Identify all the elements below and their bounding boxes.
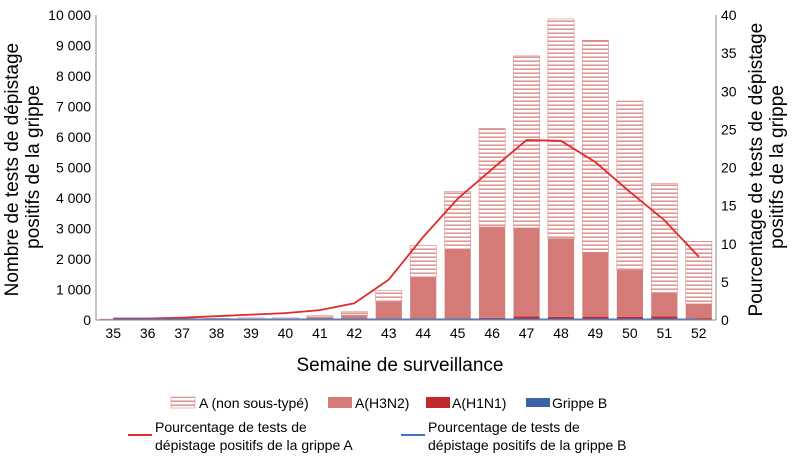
bar-a-h3n2-44 [410,277,437,320]
x-tick-label: 46 [484,325,500,341]
bar-a-h3n2-46 [479,226,506,318]
x-tick-label: 44 [415,325,431,341]
y-tick-label: 9 000 [56,38,91,54]
y2-tick-label: 15 [721,198,737,214]
y-tick-label: 2 000 [56,251,91,267]
legend-label-a-h3n2: A(H3N2) [355,395,409,411]
legend-swatch-a-non-sous-type [170,396,196,409]
bar-a-non-sous-typ-51 [650,183,678,293]
x-tick-label: 51 [657,325,673,341]
y2-tick-label: 25 [721,121,737,137]
y-tick-label: 6 000 [56,129,91,145]
bar-a-non-sous-typ-48 [547,18,575,239]
x-tick-label: 52 [691,325,707,341]
bar-a-h3n2-43 [375,302,402,320]
x-tick-label: 40 [278,325,294,341]
y2-axis-title-line1: Pourcentage de tests de dépistage [746,23,767,317]
bar-a-h3n2-42 [341,315,368,320]
y2-tick-label: 40 [721,7,737,23]
bar-a-non-sous-typ-52 [685,241,713,305]
bar-a-non-sous-typ-42 [340,311,368,316]
bar-a-h3n2-50 [616,270,643,317]
y-tick-label: 1 000 [56,282,91,298]
bar-a-h3n2-49 [582,252,609,317]
legend-swatch-a-h3n2 [328,397,352,408]
y-tick-label: 0 [83,312,91,328]
bar-a-h1n1-49 [582,316,609,320]
legend: A (non sous-typé) A(H3N2) A(H1N1) Grippe… [128,395,626,453]
legend-label-grippe-b: Grippe B [552,395,607,411]
x-tick-label: 50 [622,325,638,341]
x-tick-label: 45 [450,325,466,341]
axes-group [95,15,717,321]
legend-label-line-b: Pourcentage de tests de dépistage positi… [428,419,626,453]
y2-tick-label: 0 [721,312,729,328]
y2-tick-label: 10 [721,236,737,252]
line-series-group [113,139,700,320]
y-tick-label: 7 000 [56,99,91,115]
bar-a-non-sous-typ-44 [409,245,437,278]
legend-label-line-a-1: Pourcentage de tests de [155,419,307,435]
bar-a-non-sous-typ-41 [306,315,334,319]
x-axis-title: Semaine de surveillance [296,355,503,376]
x-tick-label: 36 [140,325,156,341]
tick-labels-group: 0 1 000 2 000 3 000 4 000 5 000 6 000 7 000 8 00… [48,7,737,341]
bar-a-h1n1-50 [616,316,643,320]
y2-tick-label: 35 [721,45,737,61]
legend-label-line-a-2: dépistage positifs de la grippe A [155,437,353,453]
x-tick-label: 38 [209,325,225,341]
bar-a-h3n2-48 [547,238,575,317]
legend-label-a-h1n1: A(H1N1) [452,395,506,411]
x-tick-label: 48 [553,325,569,341]
y2-tick-label: 30 [721,83,737,99]
bar-a-non-sous-typ-50 [616,100,644,271]
bar-a-non-sous-typ-45 [444,190,472,250]
x-tick-label: 49 [588,325,604,341]
y2-tick-label: 20 [721,160,737,176]
legend-swatch-grippe-b [526,398,550,407]
bar-a-non-sous-typ-49 [582,40,609,253]
y2-tick-label: 5 [721,274,729,290]
x-tick-label: 43 [381,325,397,341]
y2-axis-title: Pourcentage de tests de dépistage positi… [746,18,788,317]
bar-a-h3n2-52 [685,303,712,319]
y-tick-label: 4 000 [56,190,91,206]
y2-axis-title-line2: positifs de la grippe [767,85,788,249]
y-axis-title-line2: positifs de la grippe [23,85,44,249]
bar-a-h3n2-45 [444,248,471,319]
bar-a-h1n1-51 [651,316,678,320]
y-tick-label: 8 000 [56,68,91,84]
x-tick-label: 47 [519,325,535,341]
bar-a-non-sous-typ-43 [375,290,403,303]
bar-a-h3n2-47 [513,227,540,317]
bar-a-h1n1-48 [547,316,575,320]
x-tick-label: 37 [174,325,190,341]
legend-swatch-a-h1n1 [426,397,450,408]
legend-label-line-a: Pourcentage de tests de dépistage positi… [155,419,353,453]
bar-series-group [99,18,713,321]
line-percent-grippe-a [113,139,700,320]
x-tick-label: 35 [105,325,121,341]
bar-a-non-sous-typ-47 [513,55,540,229]
legend-label-line-b-2: dépistage positifs de la grippe B [428,437,626,453]
y-axis-title-line1: Nombre de tests de dépistage [2,43,23,297]
x-tick-label: 42 [347,325,363,341]
bar-a-h1n1-47 [513,316,540,320]
y-tick-label: 3 000 [56,221,91,237]
y-axis-title: Nombre de tests de dépistage positifs de… [2,38,44,297]
x-tick-label: 41 [312,325,328,341]
y-tick-label: 5 000 [56,160,91,176]
legend-label-line-b-1: Pourcentage de tests de [428,419,580,435]
y-tick-label: 10 000 [48,7,91,23]
bar-a-h3n2-51 [651,292,678,317]
x-tick-label: 39 [243,325,259,341]
legend-label-a-non-sous-type: A (non sous-typé) [199,395,309,411]
